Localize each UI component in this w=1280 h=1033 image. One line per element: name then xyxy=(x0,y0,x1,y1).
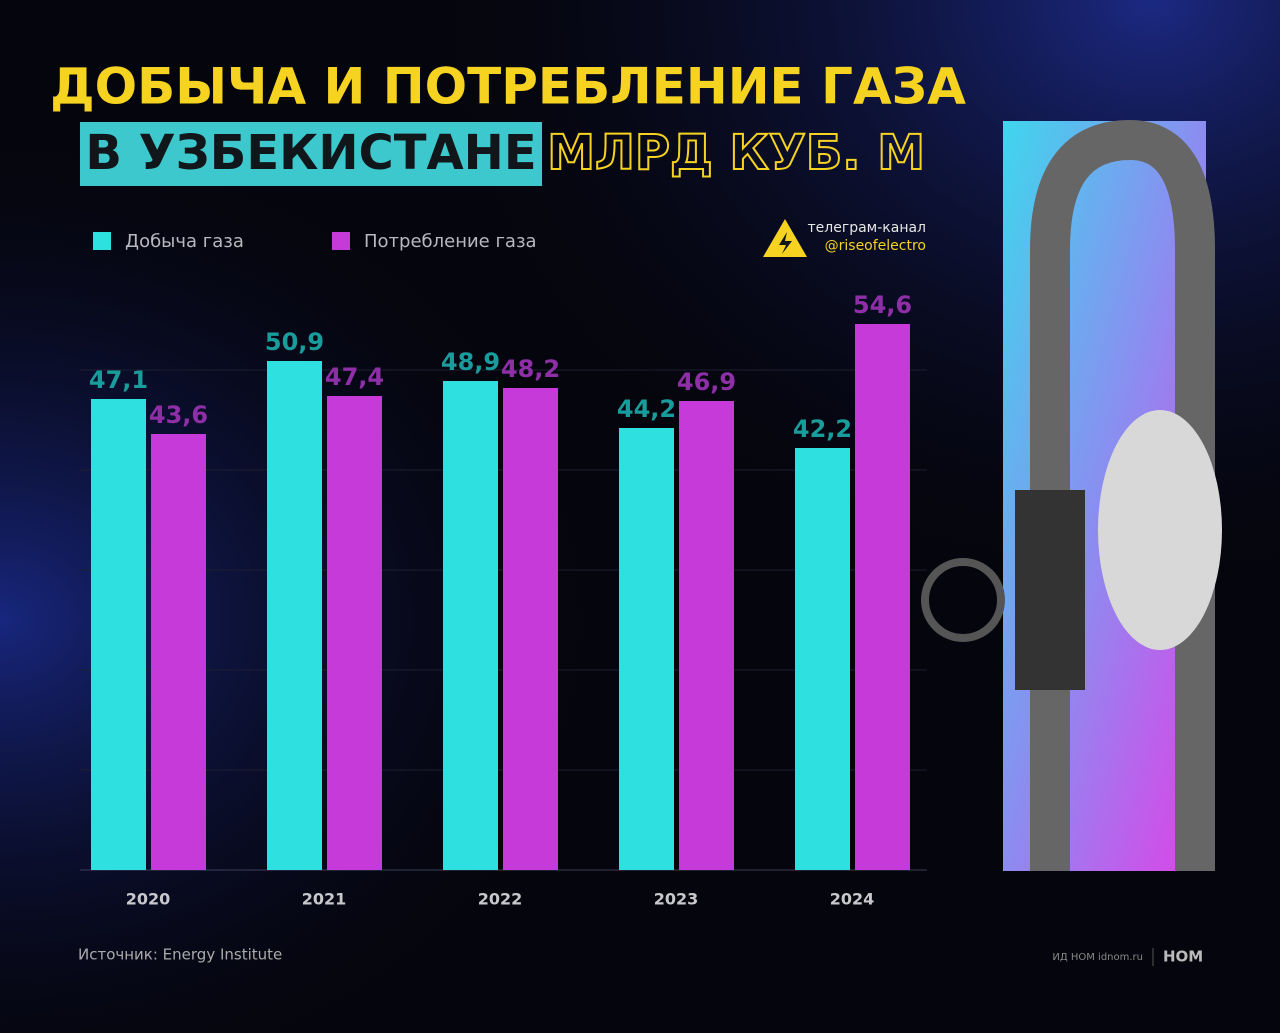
unit-label: МЛРД КУБ. М xyxy=(547,125,925,181)
value-label: 42,2 xyxy=(793,415,852,443)
bar xyxy=(503,388,558,870)
x-tick-label: 2022 xyxy=(478,890,523,909)
bar xyxy=(151,434,206,870)
pipe xyxy=(1030,119,1215,871)
valve-body xyxy=(1098,410,1222,650)
channel-label: телеграм-канал xyxy=(808,220,926,236)
bar xyxy=(679,401,734,870)
channel-handle: @riseofelectro xyxy=(825,238,926,254)
bar xyxy=(91,399,146,870)
channel-icon xyxy=(779,232,792,254)
photo xyxy=(921,119,1222,871)
valve xyxy=(1015,490,1085,690)
logo: НОМ xyxy=(1163,948,1203,966)
bar xyxy=(443,381,498,870)
source: Источник: Energy Institute xyxy=(78,946,282,964)
bar xyxy=(855,324,910,870)
value-label: 54,6 xyxy=(853,291,912,319)
value-label: 46,9 xyxy=(677,368,736,396)
legend-swatch xyxy=(93,232,111,250)
title-box xyxy=(80,122,542,186)
value-label: 50,9 xyxy=(265,328,324,356)
bar xyxy=(327,396,382,870)
value-label: 43,6 xyxy=(149,401,208,429)
x-tick-label: 2023 xyxy=(654,890,699,909)
x-tick-label: 2021 xyxy=(302,890,347,909)
x-tick-label: 2024 xyxy=(830,890,875,909)
publisher: ИД НОМ idnom.ru xyxy=(1052,952,1143,963)
chart-title-line2: В УЗБЕКИСТАНЕ xyxy=(85,125,536,181)
x-tick-label: 2020 xyxy=(126,890,171,909)
valve-wheel xyxy=(921,558,1005,642)
value-label: 48,2 xyxy=(501,355,560,383)
value-label: 44,2 xyxy=(617,395,676,423)
bar xyxy=(795,448,850,870)
bar xyxy=(619,428,674,870)
chart-title: ДОБЫЧА И ПОТРЕБЛЕНИЕ ГАЗА xyxy=(50,58,966,116)
bar xyxy=(267,361,322,870)
value-label: 47,1 xyxy=(89,366,148,394)
value-label: 48,9 xyxy=(441,348,500,376)
legend-label: Потребление газа xyxy=(364,231,537,252)
legend-swatch xyxy=(332,232,350,250)
legend-label: Добыча газа xyxy=(125,231,244,252)
value-label: 47,4 xyxy=(325,363,384,391)
